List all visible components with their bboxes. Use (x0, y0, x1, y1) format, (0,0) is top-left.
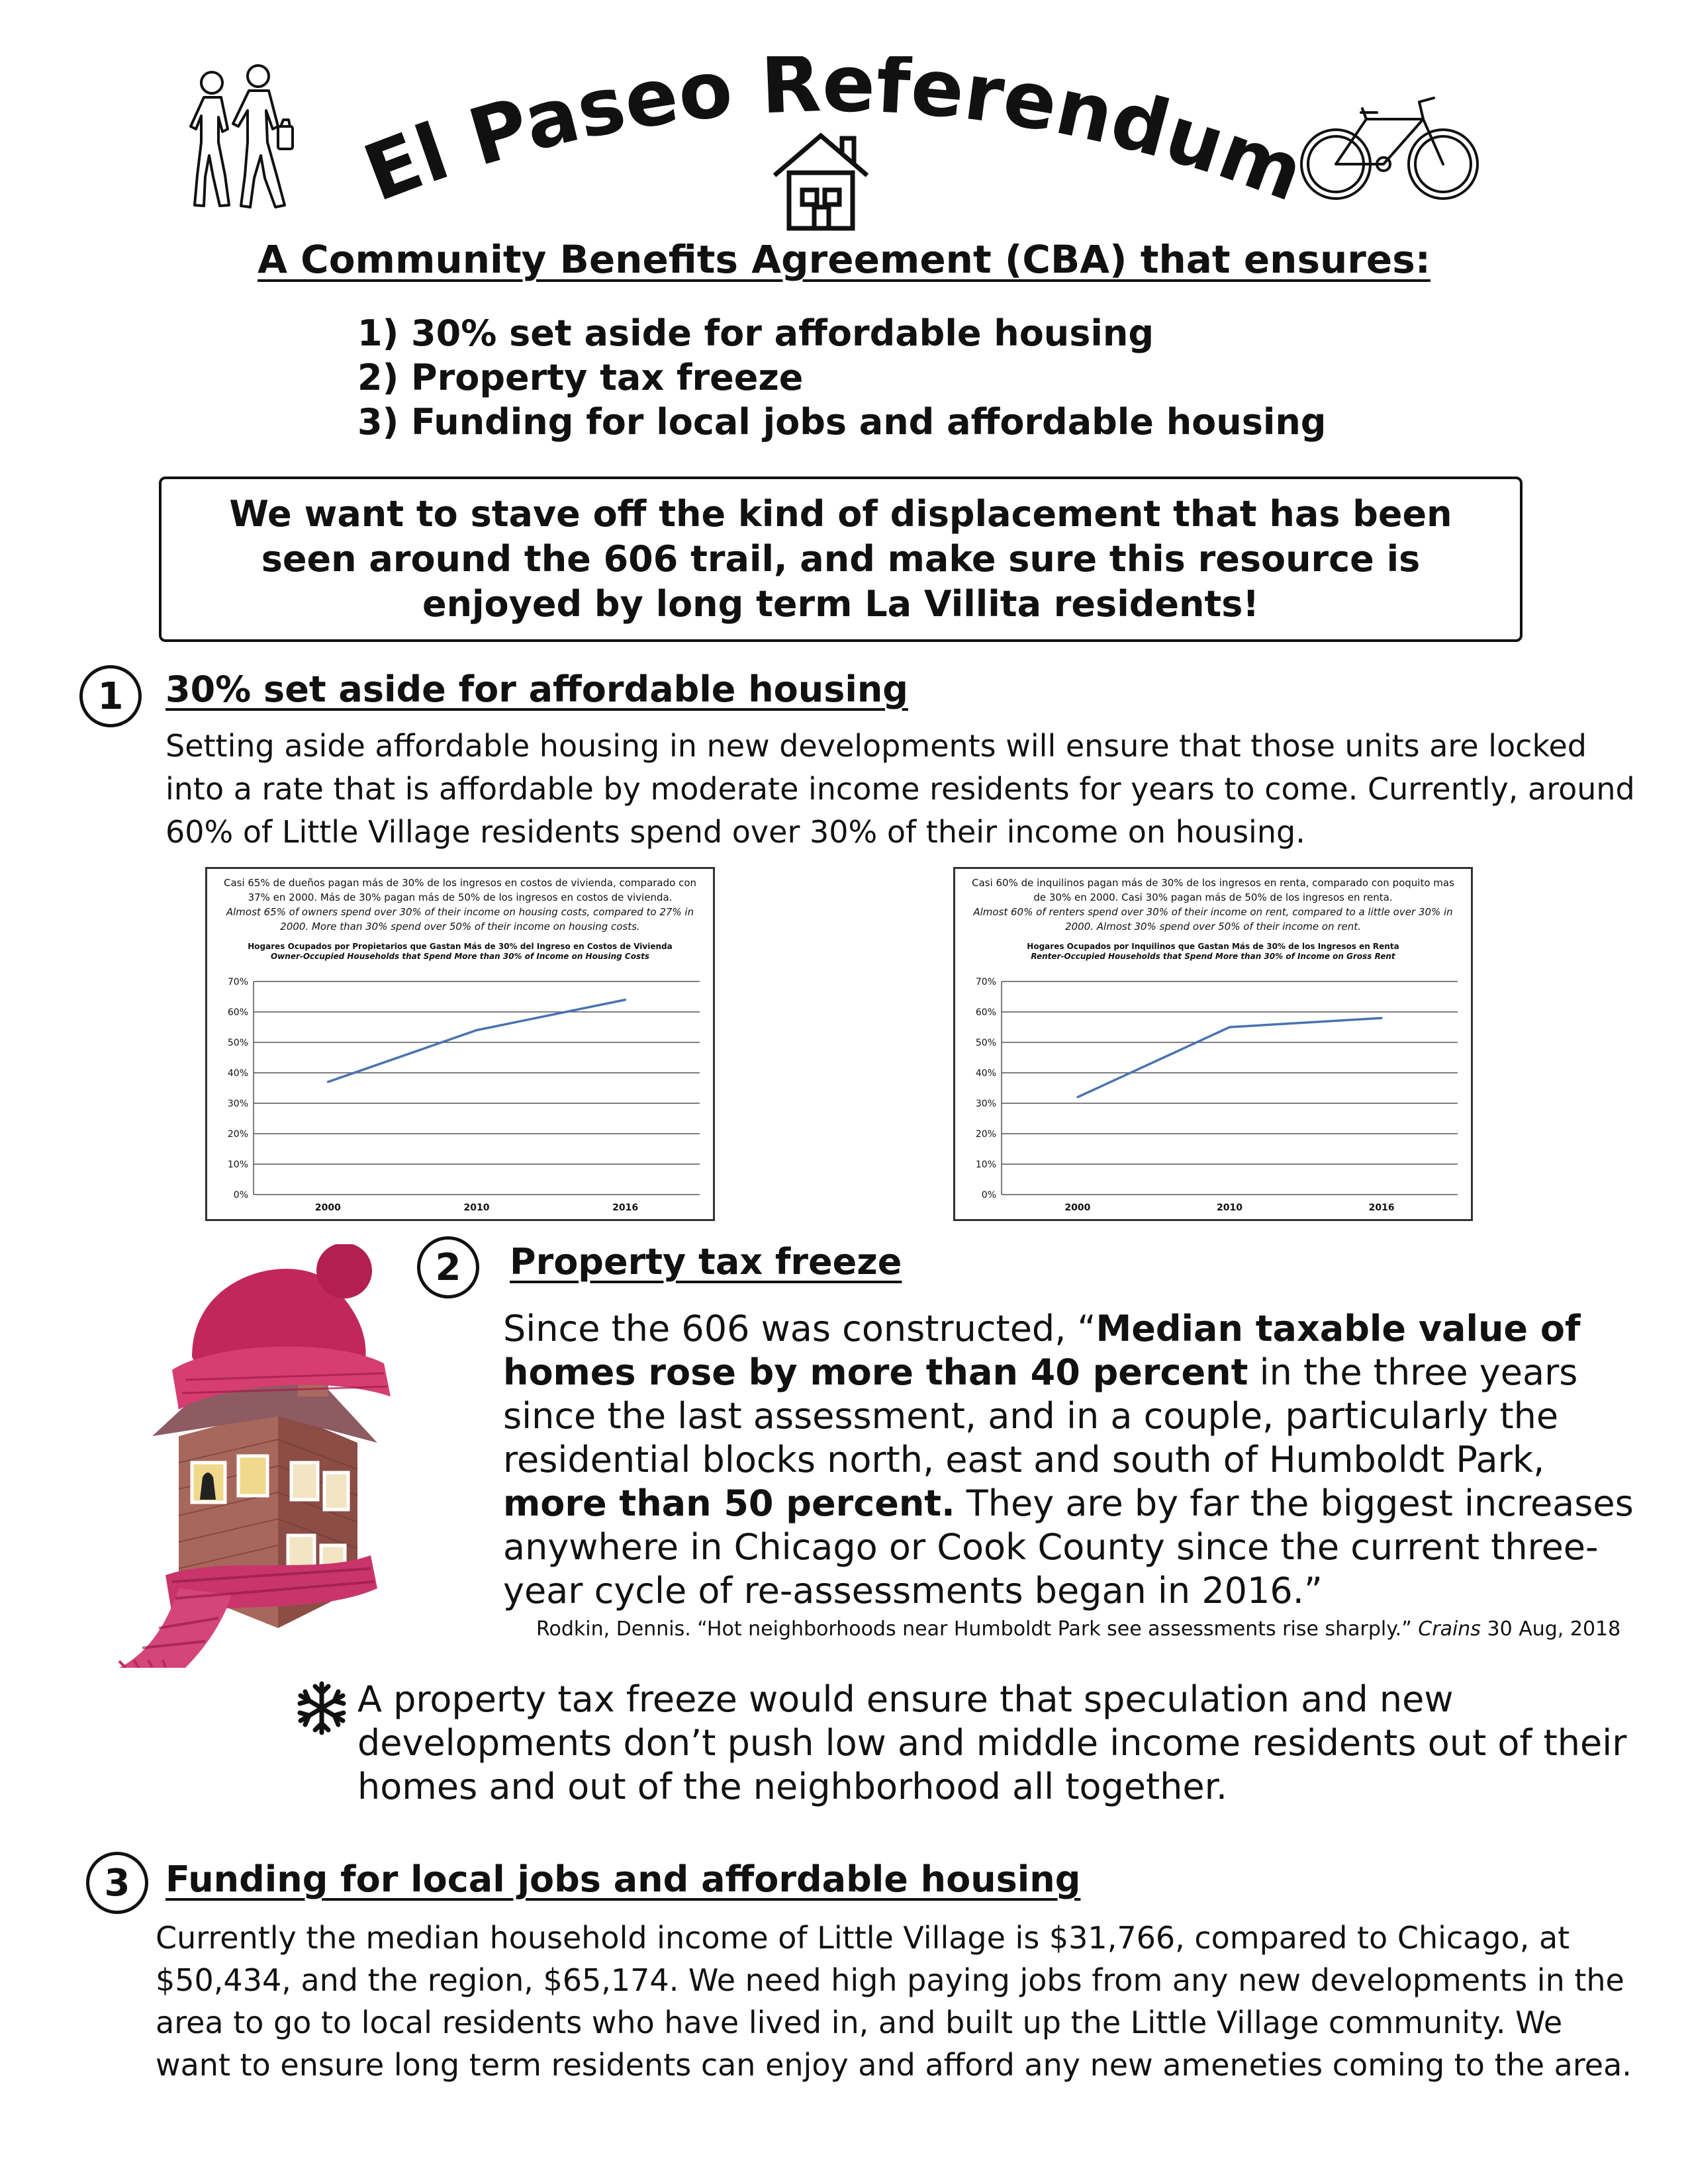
section2-heading: Property tax freeze (510, 1241, 902, 1283)
y-tick-label: 30% (976, 1099, 996, 1109)
goal-item: 2) Property tax freeze (357, 357, 804, 398)
y-tick-label: 40% (976, 1068, 996, 1079)
chart1-subtitle: Owner-Occupied Households that Spend Mor… (270, 952, 650, 961)
data-point (1229, 1026, 1231, 1028)
goal-item: 1) 30% set aside for affordable housing (357, 312, 1154, 354)
y-tick-label: 70% (976, 977, 996, 987)
chart1-plot: 70% 60% 50% 40% 30% 20% 10% 0% 2000 2010 2016 (228, 977, 700, 1213)
tax-freeze-text: A property tax freeze would ensure that … (357, 1678, 1627, 1807)
y-tick-label: 50% (976, 1038, 996, 1048)
owner-housing-cost-chart: Casi 65% de dueños pagan más de 30% de l… (205, 867, 715, 1221)
y-tick-label: 70% (228, 977, 248, 987)
citation-source: Crains (1418, 1617, 1481, 1641)
y-tick-label: 0% (982, 1190, 996, 1201)
bicycle-icon (1297, 86, 1483, 205)
y-tick-label: 30% (228, 1099, 248, 1109)
data-point (1076, 1096, 1079, 1099)
y-tick-label: 50% (228, 1038, 248, 1048)
chart2-subtitle: Renter-Occupied Households that Spend Mo… (1031, 952, 1395, 961)
y-tick-label: 60% (228, 1007, 248, 1018)
citation-part: 30 Aug, 2018 (1480, 1617, 1621, 1641)
quote-part: in the three years since the last assess… (503, 1351, 1578, 1480)
y-tick-label: 60% (976, 1007, 996, 1018)
chart1-caption-en: Almost 65% of owners spend over 30% of t… (226, 906, 694, 933)
cba-subtitle: A Community Benefits Agreement (CBA) tha… (258, 237, 1430, 282)
section-number-2: 2 (417, 1236, 479, 1298)
callout-text: We want to stave off the kind of displac… (229, 493, 1452, 625)
chart2-caption: Casi 60% de inquilinos pagan más de 30% … (955, 869, 1471, 934)
quote-citation: Rodkin, Dennis. “Hot neighborhoods near … (536, 1617, 1662, 1642)
y-tick-label: 0% (234, 1190, 248, 1201)
callout-box: We want to stave off the kind of displac… (159, 477, 1523, 642)
x-tick-label: 2000 (315, 1203, 341, 1213)
y-tick-label: 20% (228, 1129, 248, 1140)
x-tick-label: 2016 (1369, 1203, 1395, 1213)
data-point (624, 999, 627, 1001)
section3-body: Currently the median household income of… (156, 1920, 1632, 2083)
x-tick-label: 2010 (1217, 1203, 1243, 1213)
y-tick-label: 10% (976, 1160, 996, 1170)
quote-emphasis: Median taxable value of homes rose by mo… (503, 1308, 1581, 1393)
x-tick-label: 2000 (1064, 1203, 1090, 1213)
goals-list: 1) 30% set aside for affordable housing … (357, 311, 1417, 444)
x-tick-label: 2016 (612, 1203, 638, 1213)
chart2-caption-es: Casi 60% de inquilinos pagan más de 30% … (972, 877, 1454, 903)
quote-part: Since the 606 was constructed, “ (503, 1308, 1096, 1349)
snowflake-icon (295, 1681, 349, 1735)
chart2-title: Hogares Ocupados por Inquilinos que Gast… (1027, 942, 1399, 951)
scarf-house-illustration (79, 1243, 424, 1669)
chart1-caption-es: Casi 65% de dueños pagan más de 30% de l… (223, 877, 697, 903)
chart2-plot: 70% 60% 50% 40% 30% 20% 10% 0% 2000 2010 2016 (976, 977, 1458, 1213)
house-icon (768, 129, 874, 235)
chart1-caption: Casi 65% de dueños pagan más de 30% de l… (207, 869, 713, 934)
y-tick-label: 20% (976, 1129, 996, 1140)
quote-part: They are by far the biggest increases an… (503, 1482, 1634, 1612)
y-tick-label: 40% (228, 1068, 248, 1079)
section-number-3: 3 (86, 1852, 148, 1914)
section-number-1: 1 (79, 665, 142, 727)
tax-quote: Since the 606 was constructed, “Median t… (503, 1307, 1642, 1613)
x-tick-label: 2010 (464, 1203, 490, 1213)
y-tick-label: 10% (228, 1160, 248, 1170)
section1-body: Setting aside affordable housing in new … (165, 728, 1635, 850)
chart1-title: Hogares Ocupados por Propietarios que Ga… (248, 942, 673, 951)
renter-housing-cost-chart: Casi 60% de inquilinos pagan más de 30% … (953, 867, 1473, 1221)
goal-item: 3) Funding for local jobs and affordable… (357, 401, 1327, 443)
walking-couple-icon (179, 63, 311, 215)
data-point (326, 1081, 329, 1083)
citation-part: Rodkin, Dennis. “Hot neighborhoods near … (536, 1617, 1419, 1641)
quote-emphasis: more than 50 percent. (503, 1482, 955, 1524)
data-point (1380, 1017, 1383, 1019)
data-point (475, 1029, 478, 1032)
series-line (1077, 1017, 1382, 1099)
chart2-caption-en: Almost 60% of renters spend over 30% of … (973, 906, 1453, 933)
section3-heading: Funding for local jobs and affordable ho… (165, 1858, 1081, 1900)
section1-heading: 30% set aside for affordable housing (165, 668, 908, 710)
